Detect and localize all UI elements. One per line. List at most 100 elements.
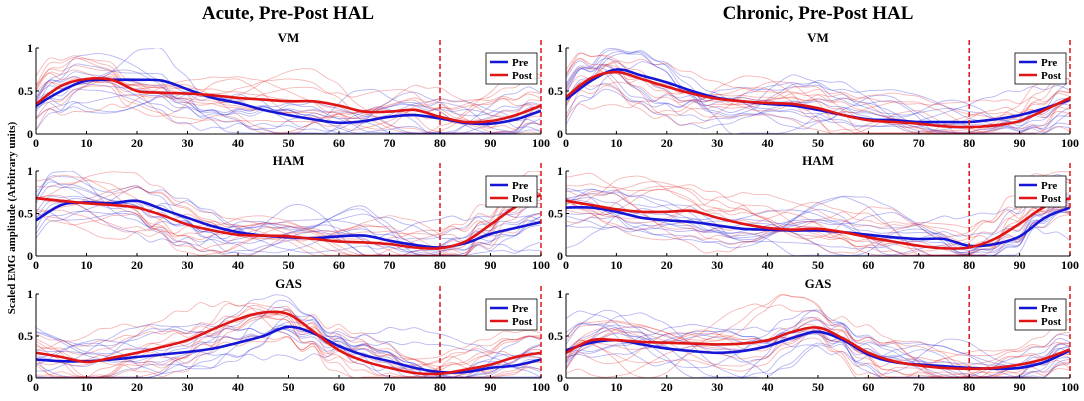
subject-trace-post	[36, 69, 541, 131]
legend-label-pre: Pre	[512, 303, 528, 315]
x-tick-label: 90	[1014, 136, 1026, 150]
x-tick-label: 10	[81, 258, 93, 272]
subject-trace-post	[566, 316, 1070, 378]
series-line-pre	[566, 68, 1070, 124]
panel-title: GAS	[805, 276, 832, 291]
legend-label-pre: Pre	[1041, 57, 1057, 69]
subject-trace-pre	[566, 88, 1070, 134]
subject-trace-pre	[566, 309, 1070, 375]
subject-trace-post	[566, 192, 1070, 244]
y-tick-label: 0	[27, 249, 33, 263]
series-line-post	[36, 310, 541, 376]
subject-trace-pre	[566, 60, 1070, 134]
subject-trace-post	[566, 175, 1070, 240]
x-tick-label: 100	[532, 136, 550, 150]
x-tick-label: 100	[532, 258, 550, 272]
x-tick-label: 70	[913, 380, 925, 394]
y-tick-label: 0.5	[548, 84, 563, 98]
x-tick-label: 80	[963, 258, 975, 272]
subject-trace-pre	[36, 53, 541, 127]
subject-trace-post	[36, 202, 541, 253]
subject-trace-post	[566, 77, 1070, 132]
x-tick-label: 90	[1014, 380, 1026, 394]
x-tick-label: 90	[485, 380, 497, 394]
subject-trace-pre	[36, 324, 541, 372]
x-tick-label: 60	[333, 258, 345, 272]
x-tick-label: 0	[563, 380, 569, 394]
x-tick-label: 0	[563, 258, 569, 272]
x-tick-label: 90	[1014, 258, 1026, 272]
subject-trace-post	[36, 304, 541, 378]
subject-trace-pre	[36, 94, 541, 134]
subject-trace-pre	[36, 323, 541, 378]
x-tick-label: 30	[182, 136, 194, 150]
subject-trace-post	[36, 186, 541, 256]
x-tick-label: 70	[384, 136, 396, 150]
legend-label-post: Post	[1041, 70, 1062, 82]
legend-label-post: Post	[512, 193, 533, 205]
subject-trace-pre	[36, 208, 541, 256]
legend-label-post: Post	[512, 316, 533, 328]
subject-trace-post	[36, 72, 541, 122]
x-tick-label: 40	[762, 136, 774, 150]
legend-box	[1014, 52, 1067, 85]
subject-trace-post	[36, 300, 541, 378]
subject-traces	[36, 48, 541, 134]
x-tick-label: 80	[963, 136, 975, 150]
subject-trace-pre	[566, 187, 1070, 256]
x-tick-label: 100	[532, 380, 550, 394]
subject-trace-pre	[36, 175, 541, 249]
subject-trace-post	[36, 316, 541, 378]
subject-trace-pre	[36, 314, 541, 378]
subject-trace-pre	[566, 48, 1070, 128]
subject-trace-pre	[566, 309, 1070, 369]
x-tick-label: 60	[333, 136, 345, 150]
y-tick-label: 1	[27, 41, 33, 55]
x-tick-label: 10	[610, 380, 622, 394]
x-tick-label: 20	[661, 258, 673, 272]
legend-box	[1014, 175, 1067, 208]
x-tick-label: 50	[812, 380, 824, 394]
subject-trace-pre	[566, 57, 1070, 126]
x-tick-label: 10	[610, 136, 622, 150]
y-tick-label: 0	[557, 371, 563, 385]
subject-trace-post	[566, 185, 1070, 254]
series-line-post	[566, 70, 1070, 129]
subject-trace-post	[566, 180, 1070, 256]
legend-label-pre: Pre	[1041, 303, 1057, 315]
subject-trace-pre	[566, 200, 1070, 256]
series-line-post	[566, 326, 1070, 371]
panel-title: GAS	[275, 276, 302, 291]
x-tick-label: 10	[81, 380, 93, 394]
x-tick-label: 80	[963, 380, 975, 394]
x-tick-label: 100	[1061, 380, 1079, 394]
x-tick-label: 80	[434, 380, 446, 394]
subject-trace-pre	[36, 326, 541, 363]
x-tick-label: 30	[182, 258, 194, 272]
x-tick-label: 30	[711, 380, 723, 394]
subject-trace-pre	[566, 198, 1070, 250]
x-tick-label: 70	[913, 136, 925, 150]
x-tick-label: 50	[283, 380, 295, 394]
subject-trace-pre	[566, 61, 1070, 134]
subject-trace-post	[36, 192, 541, 256]
subject-traces	[566, 294, 1070, 378]
x-tick-label: 0	[33, 136, 39, 150]
subject-trace-pre	[36, 48, 541, 133]
y-tick-label: 0	[557, 127, 563, 141]
y-tick-label: 0	[27, 127, 33, 141]
subject-trace-pre	[36, 198, 541, 256]
subject-trace-pre	[566, 319, 1070, 378]
x-tick-label: 40	[232, 136, 244, 150]
subject-trace-post	[566, 199, 1070, 254]
series-line-post	[36, 76, 541, 124]
subject-trace-post	[36, 310, 541, 361]
legend-box	[1014, 298, 1067, 331]
subject-trace-post	[566, 319, 1070, 360]
legend-label-post: Post	[1041, 316, 1062, 328]
subject-trace-pre	[36, 327, 541, 378]
x-tick-label: 90	[485, 136, 497, 150]
subject-trace-pre	[36, 90, 541, 134]
